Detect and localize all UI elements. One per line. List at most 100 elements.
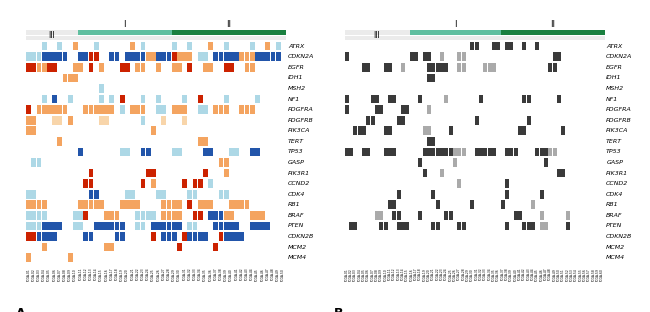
Bar [31,201,36,209]
Text: PTEN: PTEN [288,223,304,228]
Text: CCND2: CCND2 [288,181,310,186]
Text: TCGA-06: TCGA-06 [367,269,370,282]
Text: TCGA-27: TCGA-27 [458,269,461,281]
Text: TCGA-32: TCGA-32 [479,269,483,281]
Bar [234,222,239,230]
Bar [182,116,187,124]
Bar [224,158,229,167]
Text: TCGA-24: TCGA-24 [146,269,150,281]
Bar [344,30,410,35]
Text: CDKN2B: CDKN2B [606,234,632,239]
Bar [31,158,36,167]
Bar [422,52,426,61]
Text: TCGA-57: TCGA-57 [588,269,592,282]
Bar [448,126,452,135]
Bar [208,179,213,188]
Text: I: I [454,20,456,29]
Text: TCGA-22: TCGA-22 [136,269,140,281]
Bar [213,52,218,61]
Bar [151,232,156,241]
Bar [250,42,255,51]
Bar [239,52,244,61]
Bar [244,201,250,209]
Bar [255,148,260,156]
Bar [514,211,517,220]
Text: TCGA-35: TCGA-35 [492,269,496,282]
Bar [440,169,444,178]
Text: TCGA-41: TCGA-41 [518,269,522,281]
Bar [182,52,187,61]
Text: TCGA-60: TCGA-60 [601,269,604,282]
Bar [380,105,383,114]
Bar [140,52,146,61]
Bar [73,42,78,51]
Text: TCGA-50: TCGA-50 [557,269,561,282]
Text: TCGA-28: TCGA-28 [167,269,171,281]
Bar [203,201,208,209]
Bar [224,63,229,72]
Text: TCGA-45: TCGA-45 [255,269,259,282]
Bar [224,42,229,51]
Bar [218,211,224,220]
Bar [540,222,543,230]
Bar [36,222,42,230]
Bar [161,116,166,124]
Bar [52,63,57,72]
Bar [224,211,229,220]
Text: TCGA-49: TCGA-49 [276,269,280,282]
Bar [427,105,431,114]
Text: TCGA-05: TCGA-05 [362,269,366,282]
Text: ATRX: ATRX [606,44,623,49]
Text: MSH2: MSH2 [288,86,306,91]
Text: TCGA-58: TCGA-58 [592,269,595,282]
Text: TCGA-49: TCGA-49 [552,269,556,282]
Text: TCGA-39: TCGA-39 [224,269,228,282]
Bar [99,63,104,72]
Bar [544,148,548,156]
Bar [239,201,244,209]
Bar [436,148,439,156]
Text: PDGFRB: PDGFRB [288,118,314,123]
Bar [151,179,156,188]
Bar [166,52,172,61]
Bar [198,179,203,188]
Bar [344,95,348,103]
Bar [130,190,135,199]
Text: MCM4: MCM4 [288,255,307,260]
Bar [83,232,88,241]
Bar [380,222,383,230]
Bar [172,105,177,114]
Text: TCGA-40: TCGA-40 [514,269,517,282]
Bar [367,148,370,156]
Bar [224,105,229,114]
Bar [401,63,405,72]
Bar [396,222,400,230]
Bar [505,190,509,199]
Text: ATRX: ATRX [288,44,304,49]
Bar [436,222,439,230]
Bar [380,211,383,220]
Bar [375,211,379,220]
Text: CDKN2A: CDKN2A [288,54,315,59]
Bar [526,95,530,103]
Bar [57,222,62,230]
Bar [471,201,474,209]
Bar [540,190,543,199]
Text: TCGA-15: TCGA-15 [99,269,103,282]
Bar [26,232,31,241]
Text: TCGA-14: TCGA-14 [94,269,98,281]
Text: TCGA-30: TCGA-30 [177,269,181,282]
Bar [562,169,566,178]
Bar [523,95,526,103]
Bar [36,158,42,167]
Bar [375,95,379,103]
Bar [146,52,151,61]
Bar [427,63,431,72]
Text: TCGA-47: TCGA-47 [544,269,548,281]
Bar [536,42,540,51]
Text: TCGA-54: TCGA-54 [575,269,578,282]
Text: TCGA-53: TCGA-53 [570,269,574,282]
Bar [250,222,255,230]
Bar [78,201,83,209]
Bar [367,63,370,72]
